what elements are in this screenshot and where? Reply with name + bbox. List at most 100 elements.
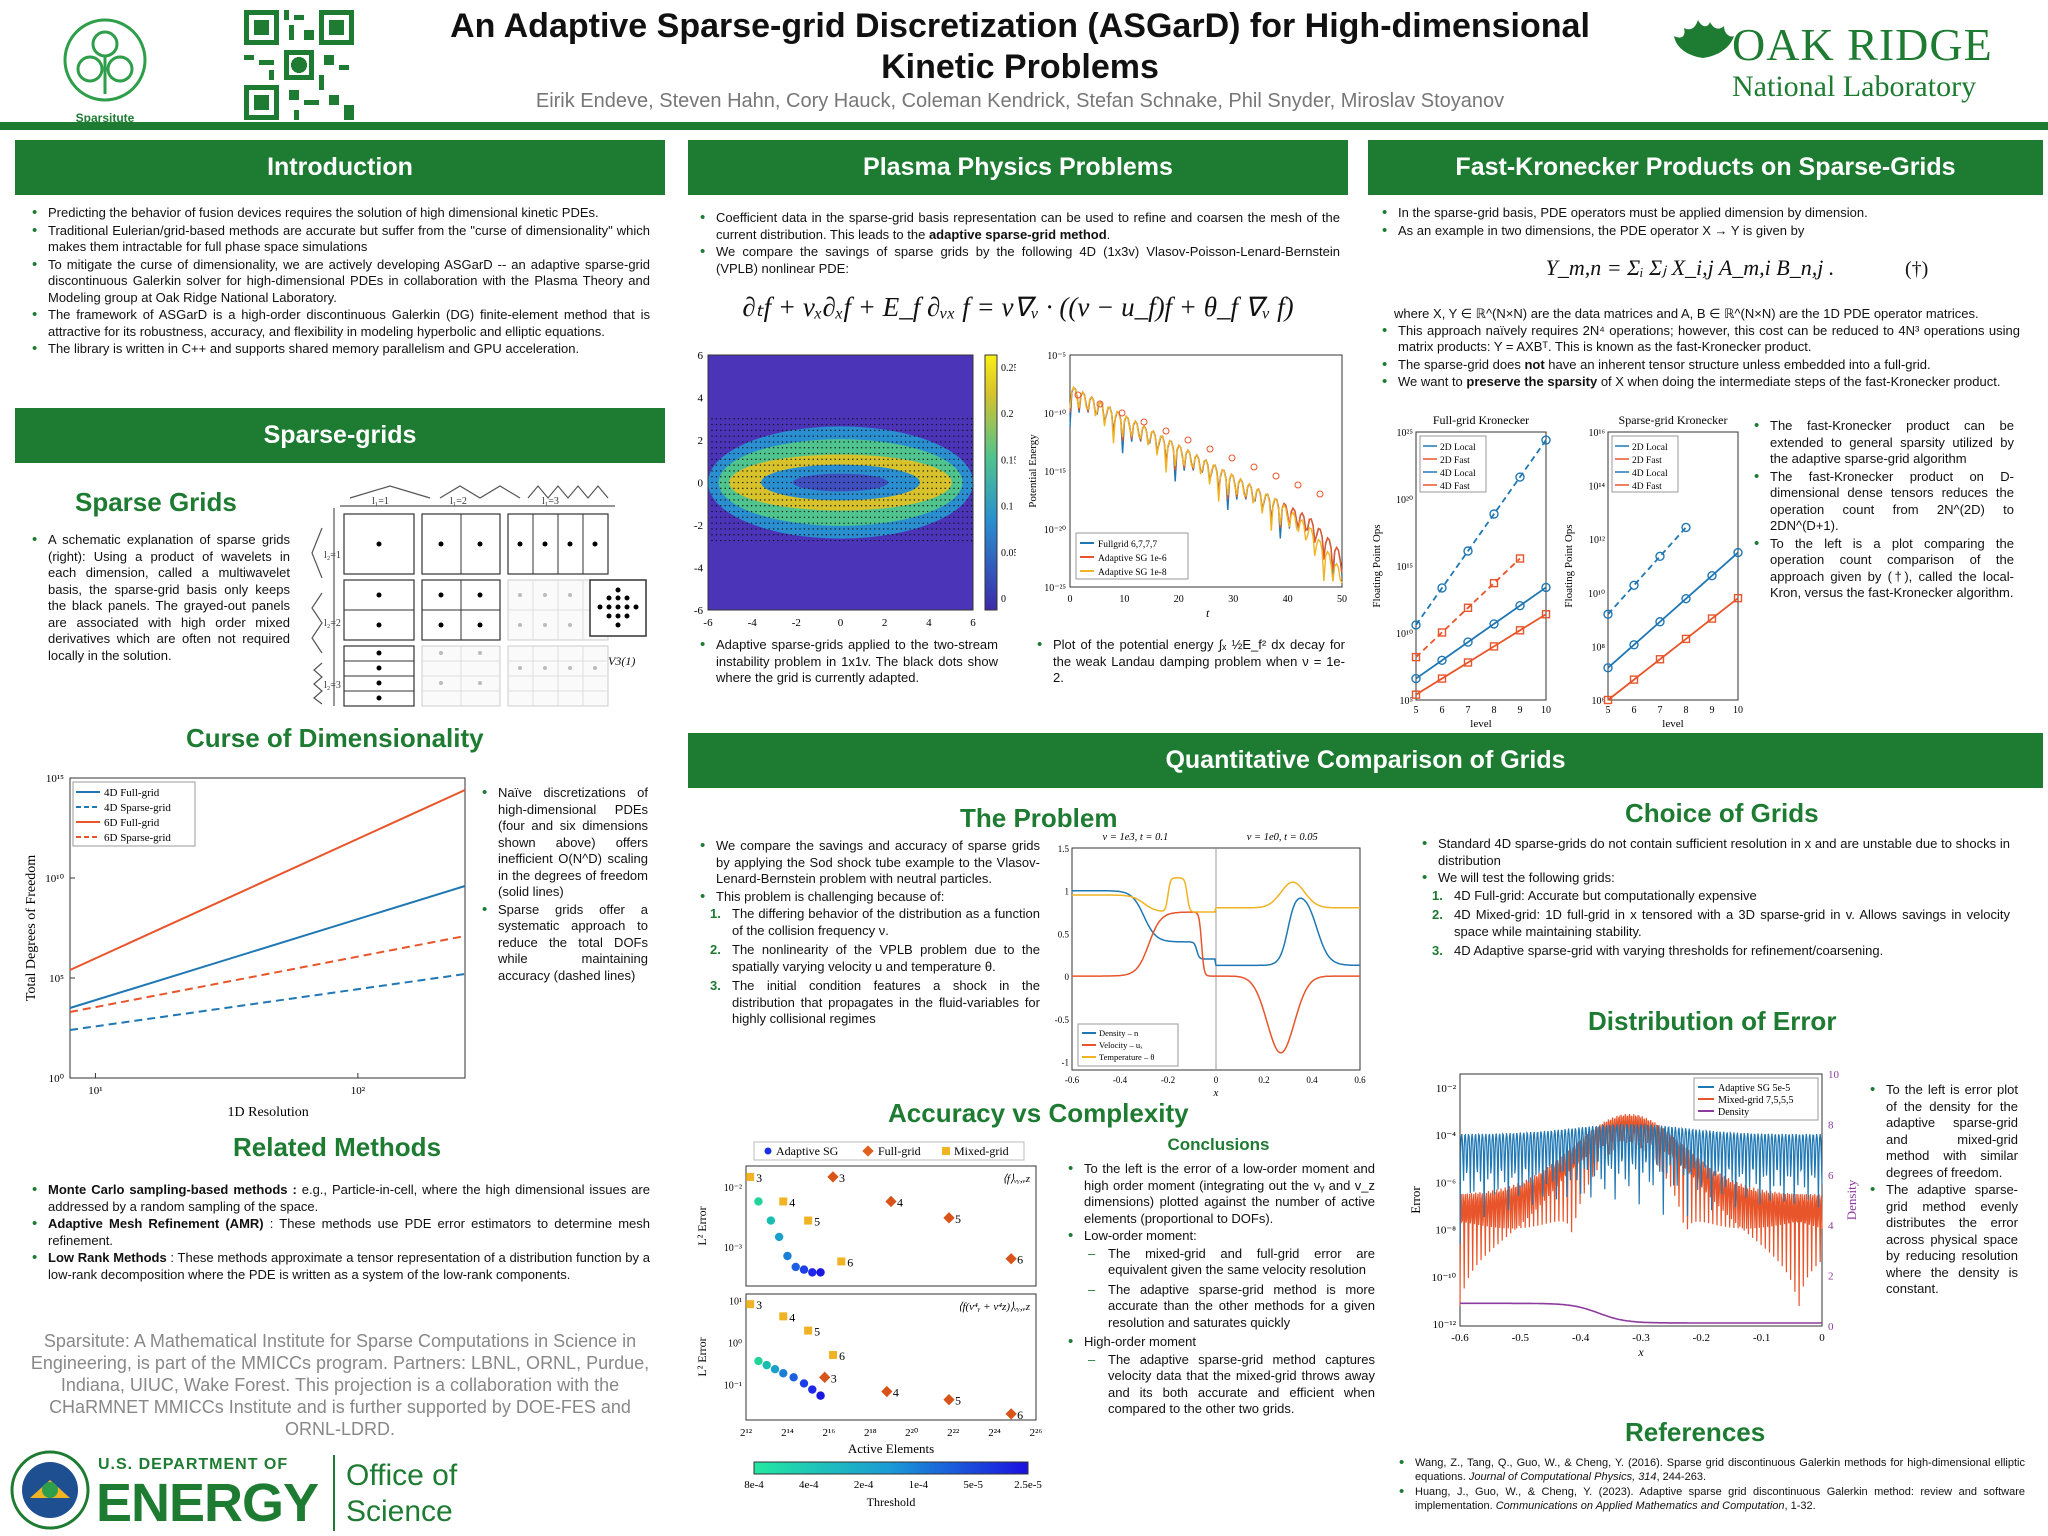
legend-label: 6D Sparse-grid <box>104 832 171 844</box>
grid-dot <box>720 499 722 501</box>
grid-dot <box>953 510 955 513</box>
grid-dot <box>882 464 885 466</box>
y-axis-label: Total Degrees of Freedom <box>24 855 39 1001</box>
grid-dot <box>847 418 850 420</box>
series-marker <box>1489 509 1499 519</box>
grid-dot <box>816 528 819 530</box>
grid-dot <box>724 481 726 484</box>
point-label: 5 <box>955 1212 961 1226</box>
grid-dot <box>966 522 968 524</box>
legend-label: 2D Local <box>1440 443 1476 453</box>
grid-dot <box>882 528 885 530</box>
grid-dot <box>852 464 854 466</box>
grid-dot <box>720 452 722 455</box>
grid-dot <box>737 470 740 472</box>
grid-dot <box>755 510 757 513</box>
grid-dot <box>940 464 942 466</box>
series-marker <box>1603 695 1613 705</box>
grid-dot <box>878 516 880 519</box>
grid-dot <box>874 493 876 495</box>
grid-dot <box>834 441 836 443</box>
grid-dot <box>904 528 907 530</box>
panel-title: ν = 1e3, t = 0.1 <box>1102 832 1168 843</box>
grid-dot <box>834 435 836 437</box>
grid-dot <box>847 493 850 495</box>
grid-dot <box>926 505 929 507</box>
grid-dot <box>794 522 797 524</box>
mixed-grid-point <box>779 1312 788 1321</box>
grid-dot <box>720 435 722 437</box>
y-axis-label: Floating Point Ops <box>1563 524 1575 607</box>
grid-dot <box>904 510 907 513</box>
grid-dot <box>966 423 968 426</box>
grid-dot <box>838 539 841 542</box>
grid-dot <box>746 528 748 530</box>
x-tick-label: 2²² <box>947 1427 960 1439</box>
grid-dot <box>746 481 748 484</box>
grid-dot <box>891 487 894 490</box>
grid-dot <box>852 418 854 420</box>
grid-dot <box>935 499 938 501</box>
section-sparse-grids: Sparse-grids <box>15 408 665 463</box>
grid-dot <box>830 470 832 472</box>
grid-dot <box>750 522 753 524</box>
grid-dot <box>759 452 762 455</box>
grid-dot <box>966 499 968 501</box>
grid-dot <box>715 493 718 495</box>
grid-dot <box>830 418 832 420</box>
grid-dot <box>715 499 718 501</box>
grid-dot <box>724 499 726 501</box>
grid-dot <box>790 505 792 507</box>
y-tick-label: 10⁻¹⁰ <box>1431 1272 1456 1284</box>
grid-dot <box>865 505 867 507</box>
grid-dot <box>799 476 801 478</box>
grid-dot <box>733 516 735 519</box>
grid-dot <box>922 487 924 490</box>
grid-dot <box>909 528 911 530</box>
series-marker <box>1411 673 1421 684</box>
grid-dot <box>768 481 770 484</box>
grid-dot <box>966 487 968 490</box>
grid-dot <box>865 522 867 524</box>
series-marker <box>1463 658 1473 667</box>
grid-dot <box>948 441 951 443</box>
grid-dot <box>935 516 938 519</box>
grid-dot <box>891 470 894 472</box>
grid-dot <box>825 470 828 472</box>
grid-dot <box>878 476 880 478</box>
grid-dot <box>931 522 933 524</box>
grid-dot <box>808 423 810 426</box>
grid-dot <box>940 429 942 432</box>
series-line <box>1415 439 1547 626</box>
series-marker <box>1541 435 1551 445</box>
grid-dot <box>878 441 880 443</box>
grid-dot <box>909 458 911 461</box>
grid-dot <box>799 447 801 449</box>
grid-dot <box>786 505 788 507</box>
grid-dot <box>733 510 735 513</box>
grid-dot <box>728 458 731 461</box>
adaptive-point <box>779 1369 788 1378</box>
mixed-grid-point <box>829 1350 837 1359</box>
grid-dot <box>781 481 784 484</box>
grid-dot <box>764 435 766 437</box>
grid-dot <box>772 458 775 461</box>
grid-dot <box>812 418 814 420</box>
grid-dot <box>724 539 726 542</box>
x-tick-label: -0.2 <box>1161 1075 1175 1085</box>
grid-dot <box>865 534 867 536</box>
doe-logo: U.S. DEPARTMENT OF ENERGY <box>10 1450 480 1533</box>
y-axis-label: L² Error <box>695 1337 709 1376</box>
grid-dot <box>777 493 779 495</box>
colorbar-tick-label: 0.05 <box>1001 548 1016 559</box>
grid-dot <box>900 528 902 530</box>
grid-dot <box>781 476 784 478</box>
grid-dot <box>891 476 894 478</box>
grid-dot <box>904 447 907 449</box>
grid-dot <box>882 499 885 501</box>
grid-dot <box>808 493 810 495</box>
point-label: 5 <box>955 1394 961 1408</box>
y-tick-label: 10¹ <box>729 1296 742 1307</box>
grid-dot <box>750 458 753 461</box>
grid-dot <box>737 481 740 484</box>
